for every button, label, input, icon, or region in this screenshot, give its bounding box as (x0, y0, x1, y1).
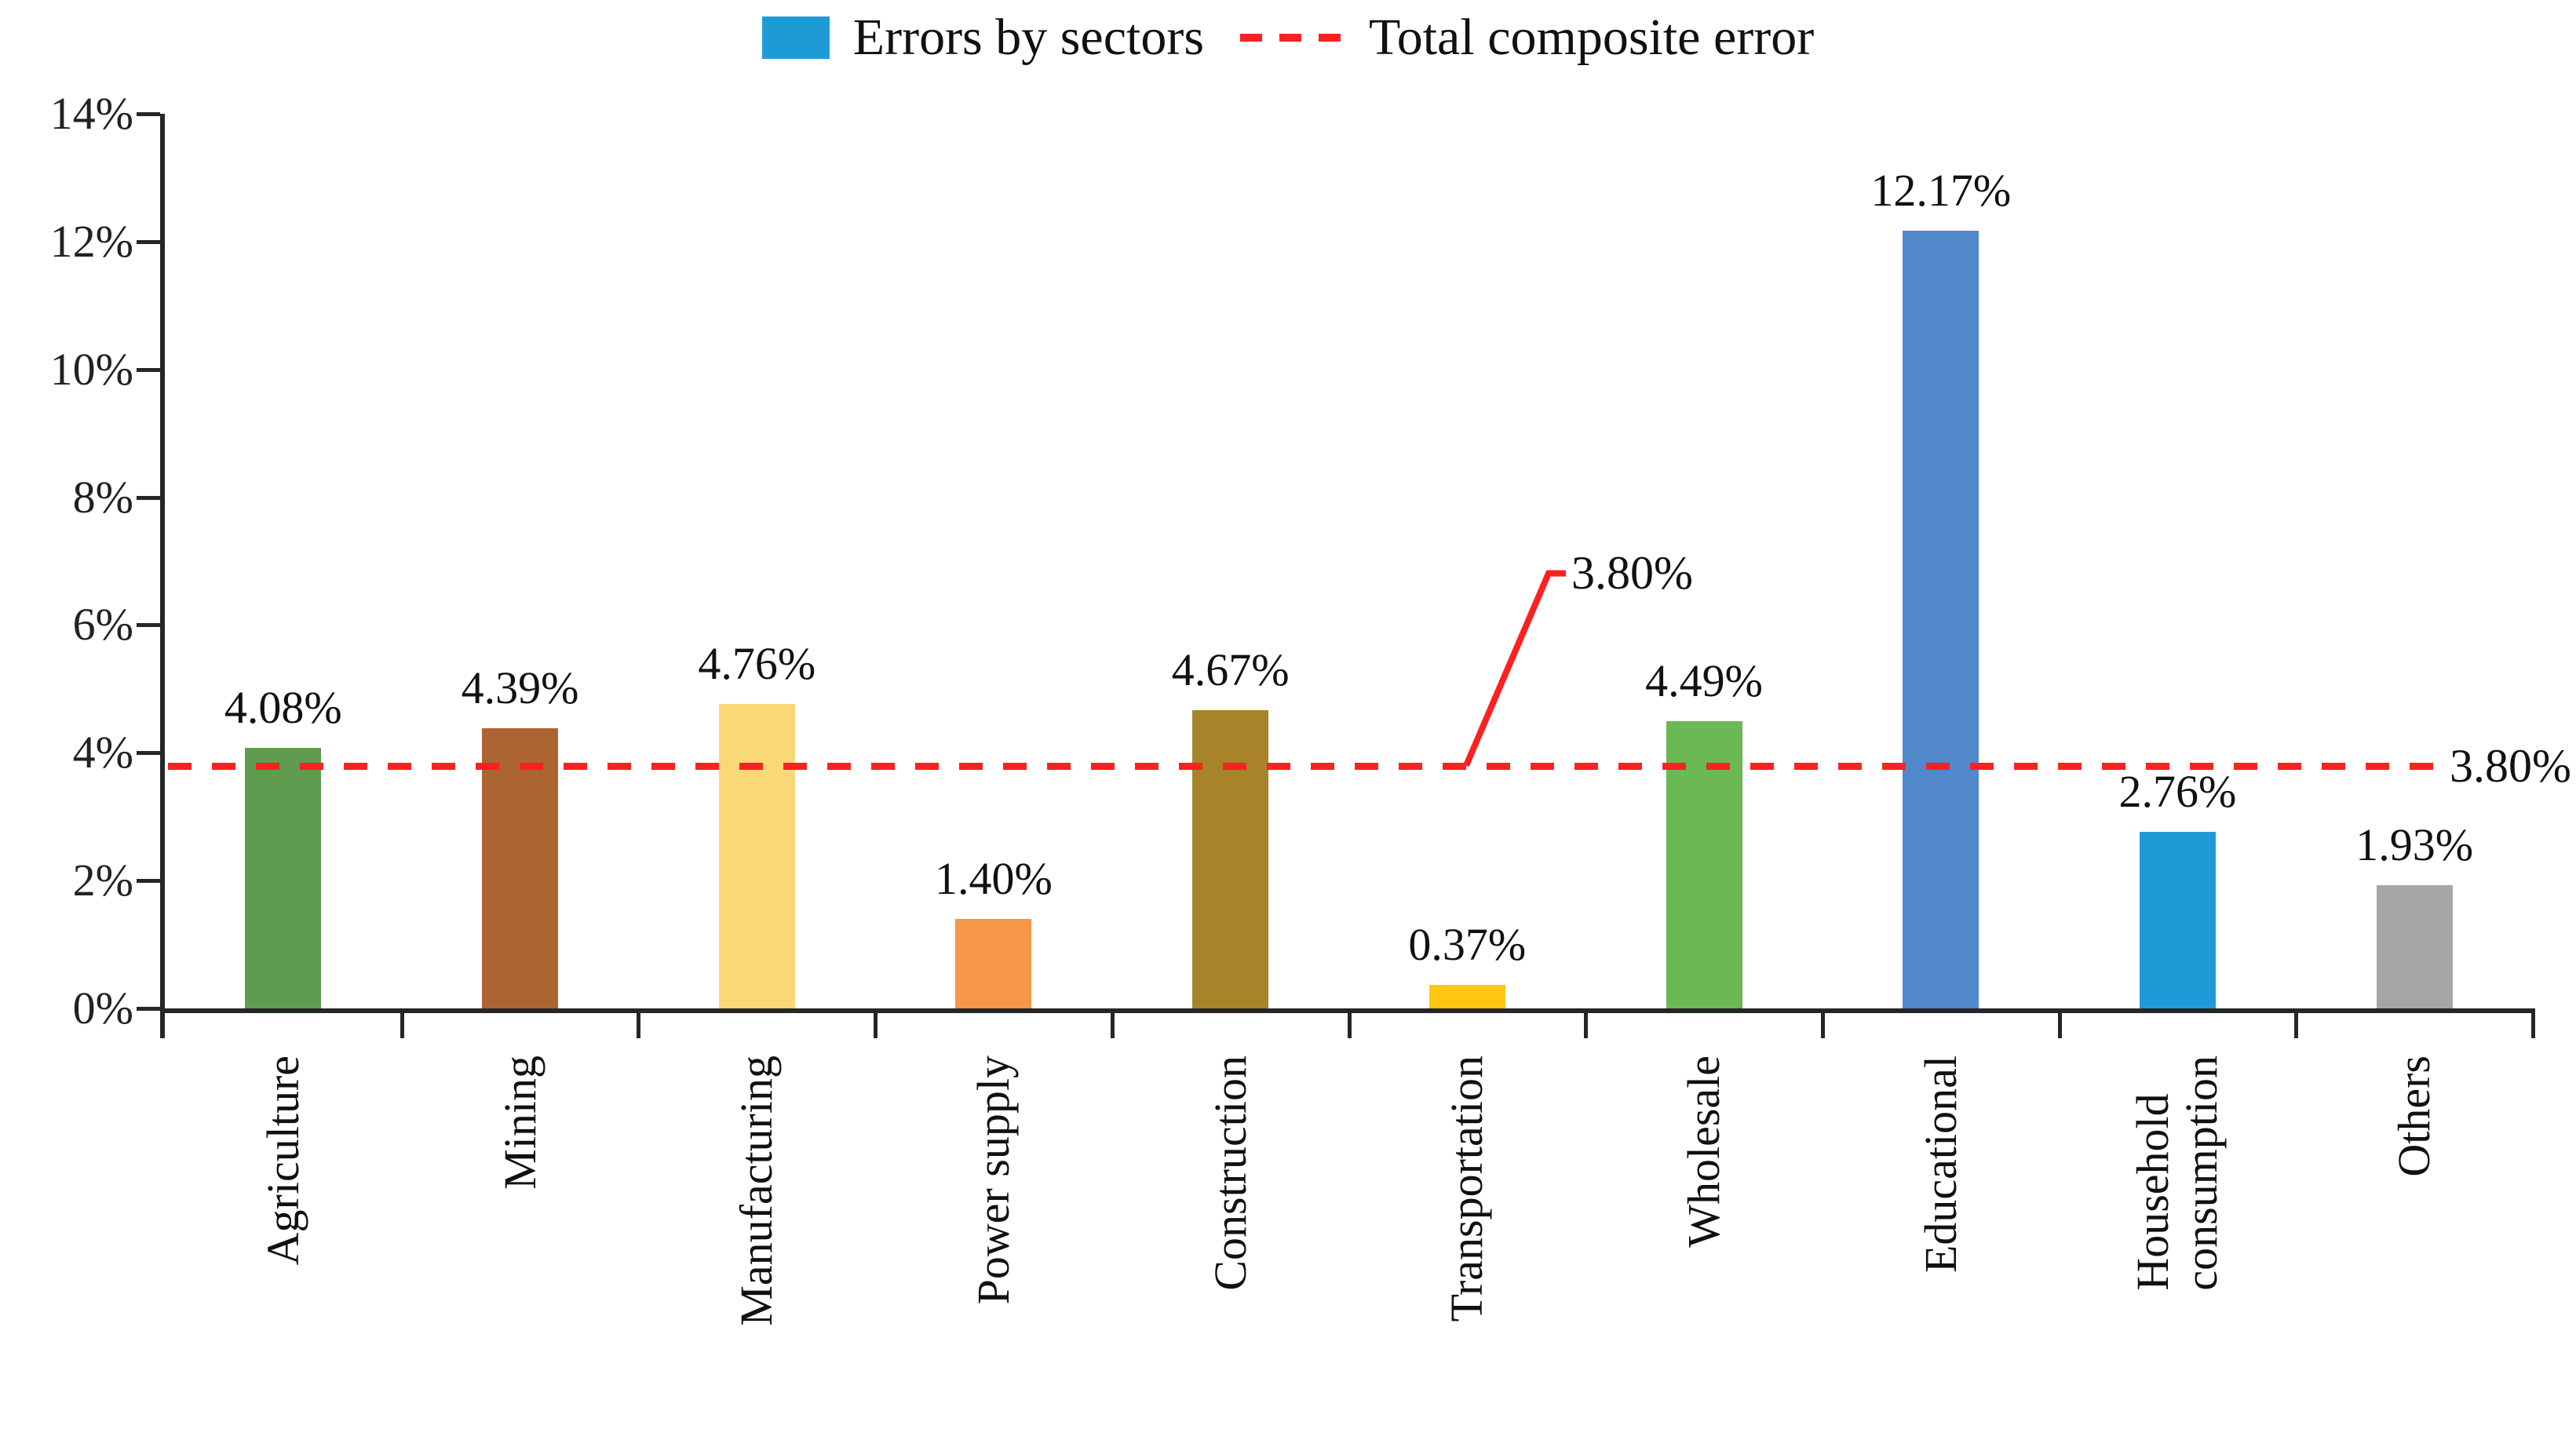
y-axis-tick-label: 8% (72, 471, 133, 523)
x-axis-tick (874, 1008, 878, 1038)
bar (2139, 832, 2216, 1008)
y-axis-tick (137, 367, 160, 372)
x-axis-tick (400, 1008, 404, 1038)
y-axis-tick (137, 112, 160, 116)
bar-value-label: 4.76% (698, 638, 816, 690)
bar (2376, 884, 2453, 1008)
y-axis-tick (137, 879, 160, 884)
x-axis-category-label: Transportation (1441, 1055, 1493, 1322)
bar-value-label: 4.67% (1171, 643, 1290, 695)
y-axis-tick-label: 14% (49, 88, 133, 139)
chart-legend: Errors by sectors Total composite error (0, 6, 2576, 69)
legend-square-swatch (761, 16, 830, 59)
x-axis-tick (2294, 1008, 2299, 1038)
x-axis-category-label: Manufacturing (731, 1055, 783, 1326)
reference-line-right-label: 3.80% (2440, 737, 2571, 794)
x-axis-category-label: Others (2388, 1055, 2440, 1177)
x-axis-tick (1584, 1008, 1589, 1038)
y-axis-tick-label: 0% (72, 983, 133, 1034)
bar-value-label: 4.08% (224, 681, 342, 733)
bar-value-label: 1.40% (935, 853, 1053, 904)
y-axis-tick (137, 623, 160, 628)
x-axis-category-label: Mining (494, 1055, 545, 1190)
y-axis-tick (137, 239, 160, 244)
bar (1903, 231, 1979, 1008)
bar-value-label: 4.49% (1645, 655, 1763, 707)
y-axis-tick-label: 2% (72, 855, 133, 906)
y-axis-line (160, 114, 165, 1038)
bar-value-label: 1.93% (2355, 818, 2474, 870)
legend-dashed-line-swatch (1240, 34, 1346, 42)
bar-value-label: 4.39% (461, 662, 579, 713)
x-axis-line (160, 1008, 2533, 1013)
reference-line-callout-label: 3.80% (1571, 546, 1693, 599)
bar (718, 704, 795, 1008)
bar (245, 747, 322, 1008)
y-axis-tick-label: 12% (49, 215, 133, 267)
bar (1428, 984, 1505, 1008)
x-axis-tick (1347, 1008, 1352, 1038)
bar (955, 919, 1032, 1008)
bar (1192, 709, 1269, 1008)
bar-value-label: 12.17% (1870, 165, 2012, 216)
x-axis-category-label: Power supply (967, 1055, 1019, 1305)
x-axis-category-label: Household consumption (2127, 1055, 2228, 1291)
y-axis-tick (137, 1007, 160, 1011)
bar-value-label: 0.37% (1408, 918, 1527, 970)
x-axis-category-label: Wholesale (1678, 1055, 1730, 1248)
y-axis-tick (137, 751, 160, 756)
bar-value-label: 2.76% (2118, 766, 2237, 818)
legend-label-total-composite-error: Total composite error (1369, 9, 1815, 66)
x-axis-tick (2057, 1008, 2062, 1038)
callout-line (1463, 570, 1566, 767)
y-axis-tick-label: 6% (72, 599, 133, 651)
y-axis-tick (137, 495, 160, 500)
y-axis-tick-label: 4% (72, 727, 133, 778)
y-axis-tick-label: 10% (49, 343, 133, 395)
bar (482, 727, 559, 1008)
x-axis-category-label: Construction (1204, 1055, 1256, 1291)
x-axis-tick (637, 1008, 641, 1038)
x-axis-tick (1820, 1008, 1825, 1038)
x-axis-tick (2531, 1008, 2535, 1038)
legend-label-errors-by-sectors: Errors by sectors (852, 9, 1205, 66)
x-axis-category-label: Educational (1914, 1055, 1966, 1274)
total-composite-error-line (168, 762, 2533, 770)
x-axis-category-label: Agriculture (257, 1055, 308, 1266)
x-axis-tick (1110, 1008, 1115, 1038)
